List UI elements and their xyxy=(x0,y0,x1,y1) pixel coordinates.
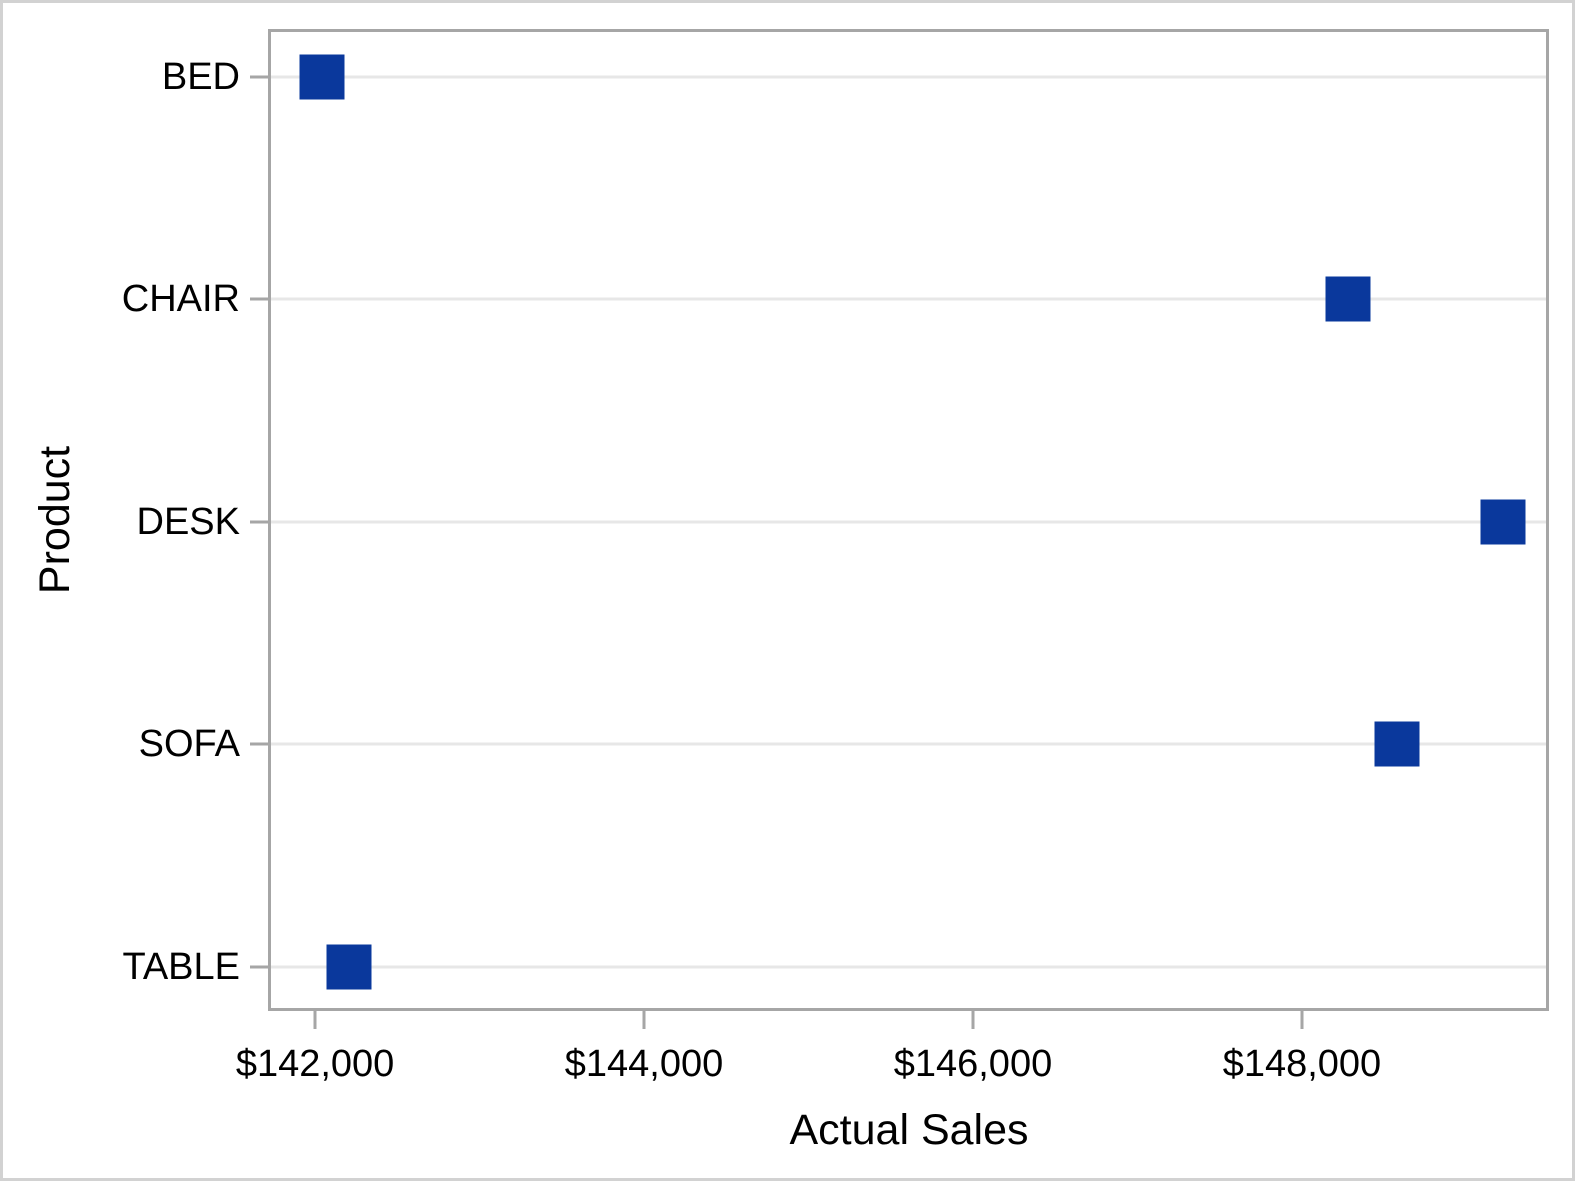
category-gridline-sofa xyxy=(271,742,1546,746)
y-category-label-bed: BED xyxy=(161,56,240,98)
y-category-label-table: TABLE xyxy=(122,945,240,988)
y-tick-desk xyxy=(250,520,270,524)
scatter-marker-chair xyxy=(1325,276,1371,322)
x-tick-148000 xyxy=(1300,1011,1304,1029)
x-tick-146000 xyxy=(971,1011,975,1029)
y-tick-sofa xyxy=(250,742,270,746)
y-category-label-desk: DESK xyxy=(136,500,240,543)
plot-area-frame xyxy=(268,29,1549,1011)
x-tick-label-146000: $146,000 xyxy=(893,1043,1053,1085)
category-gridline-bed xyxy=(271,75,1546,79)
category-gridline-desk xyxy=(271,520,1546,524)
scatter-marker-bed xyxy=(299,54,345,100)
y-tick-table xyxy=(250,965,270,968)
x-tick-144000 xyxy=(642,1011,646,1029)
category-gridline-table xyxy=(271,965,1546,968)
x-axis-title: Actual Sales xyxy=(789,1106,1029,1154)
y-axis-title: Product xyxy=(31,445,79,595)
scatter-marker-sofa xyxy=(1374,721,1420,767)
category-gridline-chair xyxy=(271,297,1546,301)
y-tick-chair xyxy=(250,297,270,301)
y-category-label-sofa: SOFA xyxy=(138,723,240,766)
scatter-marker-desk xyxy=(1480,499,1526,545)
y-tick-bed xyxy=(250,75,270,79)
x-tick-label-148000: $148,000 xyxy=(1222,1043,1382,1085)
scatter-marker-table xyxy=(326,944,372,989)
x-tick-label-144000: $144,000 xyxy=(564,1043,724,1085)
x-tick-142000 xyxy=(313,1011,317,1029)
y-category-label-chair: CHAIR xyxy=(121,278,240,321)
x-tick-label-142000: $142,000 xyxy=(235,1043,395,1085)
